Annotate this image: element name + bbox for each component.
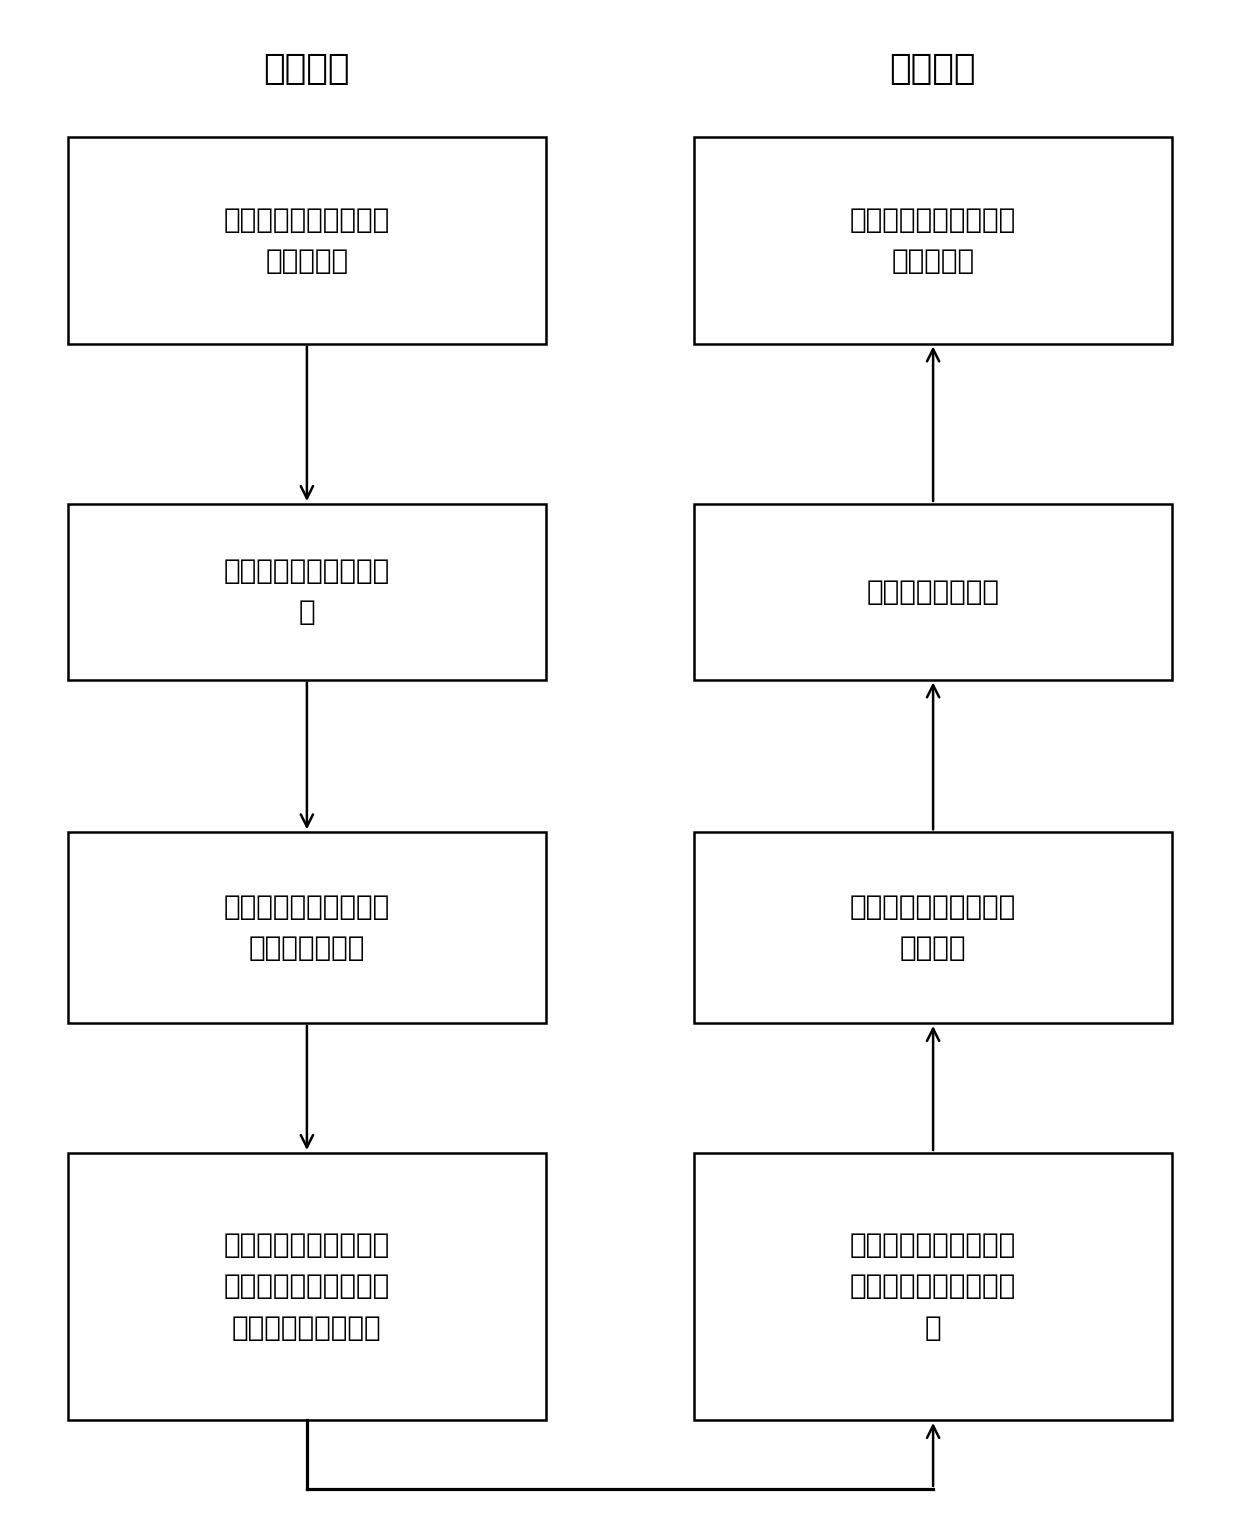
Text: 下行传输: 下行传输 xyxy=(889,52,976,86)
Bar xyxy=(694,137,1172,344)
Bar xyxy=(694,832,1172,1023)
Text: 用户估计信道增益并检
测下行数据: 用户估计信道增益并检 测下行数据 xyxy=(849,206,1017,275)
Bar xyxy=(68,137,546,344)
Text: 用户构建帧结构发送数
据: 用户构建帧结构发送数 据 xyxy=(223,557,391,626)
Text: 用户分配特定编号，配
置导频信号: 用户分配特定编号，配 置导频信号 xyxy=(223,206,391,275)
Bar xyxy=(68,832,546,1023)
Text: 基站用一个资源块传输
导频信号: 基站用一个资源块传输 导频信号 xyxy=(849,893,1017,962)
Bar xyxy=(68,504,546,680)
Text: 基站识别并删除处于深
衰落信道的用户: 基站识别并删除处于深 衰落信道的用户 xyxy=(223,893,391,962)
Bar xyxy=(694,1153,1172,1420)
Bar xyxy=(68,1153,546,1420)
Text: 基站利川矩阵分解算法
和相关性检测方法估计
信道和用户发送数据: 基站利川矩阵分解算法 和相关性检测方法估计 信道和用户发送数据 xyxy=(223,1231,391,1342)
Text: 基站根据上行估计的信
道方向进行传输方案设
计: 基站根据上行估计的信 道方向进行传输方案设 计 xyxy=(849,1231,1017,1342)
Text: 基站发送下行数据: 基站发送下行数据 xyxy=(867,577,999,606)
Bar xyxy=(694,504,1172,680)
Text: 上行传输: 上行传输 xyxy=(263,52,350,86)
